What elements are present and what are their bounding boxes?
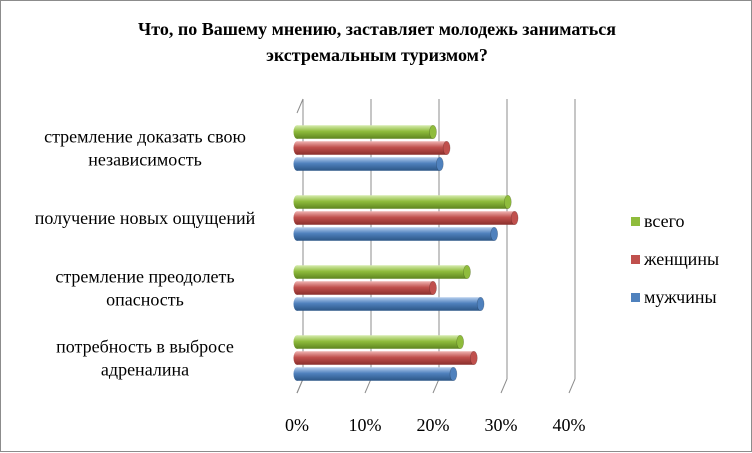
category-label: опасность [106,290,184,310]
category-label: адреналина [101,360,189,380]
legend-label: мужчины [644,287,717,307]
x-tick-label: 0% [285,415,309,435]
bar-base [293,125,301,139]
bar-всего [293,194,512,210]
legend-item-мужчины: мужчины [631,287,717,307]
category-label: независимость [88,150,202,170]
gridline-floor [432,378,440,394]
legend-label: всего [644,211,685,231]
category-label: стремление доказать свою [44,127,246,147]
x-tick-label: 30% [485,415,518,435]
bar-base [293,195,301,209]
bar-cap [490,226,499,242]
bar-base [293,227,301,241]
category-label: получение новых ощущений [35,208,256,228]
bar-мужчины [293,296,485,312]
bar-base [293,297,301,311]
bar-base [293,367,301,381]
chart-title-line-1: Что, по Вашему мнению, заставляет молоде… [138,19,616,39]
bar-женщины [293,350,478,366]
bar-cap [449,366,458,382]
legend-swatch [631,217,640,226]
gridline-floor [364,378,372,394]
bar-body [297,335,461,349]
bar-body [297,157,440,171]
legend-label: женщины [643,249,719,269]
gridline-floor [500,378,508,394]
legend: всего женщины мужчины [631,211,719,307]
gridline-floor [296,378,304,394]
top-edge-left [296,98,304,114]
bar-всего [293,264,471,280]
bar-cap [469,350,478,366]
bar-body [297,195,508,209]
bar-base [293,281,301,295]
bar-base [293,141,301,155]
chart-title-line-2: экстремальным туризмом? [266,45,488,65]
bar-cap [463,264,471,280]
bar-женщины [293,210,519,226]
category-label: потребность в выбросе [56,337,234,357]
bar-женщины [293,280,437,296]
bar-cap [510,210,519,226]
legend-swatch [631,293,640,302]
bar-мужчины [293,226,499,242]
bar-body [297,281,433,295]
x-tick-labels: 0% 10% 20% 30% 40% [285,415,586,435]
category-labels: стремление доказать свою независимость пол… [35,127,256,380]
bar-base [293,335,301,349]
bars [293,124,519,382]
bar-base [293,211,301,225]
bar-cap [476,296,485,312]
bar-base [293,265,301,279]
category-label: стремление преодолеть [55,267,234,287]
legend-item-всего: всего [631,211,685,231]
bar-женщины [293,140,451,156]
bar-cap [429,280,437,296]
bar-cap [442,140,451,156]
x-tick-label: 20% [417,415,450,435]
bar-cap [429,124,437,140]
bar-body [297,367,454,381]
bar-всего [293,124,437,140]
bar-body [297,125,433,139]
bar-body [297,227,495,241]
legend-swatch [631,255,640,264]
gridline-floor [568,378,576,394]
bar-body [297,211,515,225]
bar-всего [293,334,465,350]
bar-cap [456,334,465,350]
bar-base [293,157,301,171]
chart-title: Что, по Вашему мнению, заставляет молоде… [138,19,616,65]
bar-мужчины [293,156,444,172]
bar-cap [435,156,444,172]
bar-body [297,265,467,279]
x-tick-label: 40% [553,415,586,435]
bar-body [297,297,481,311]
bar-body [297,351,474,365]
bar-base [293,351,301,365]
x-tick-label: 10% [349,415,382,435]
bar-cap [503,194,512,210]
bar-мужчины [293,366,458,382]
bar-body [297,141,447,155]
legend-item-женщины: женщины [631,249,719,269]
